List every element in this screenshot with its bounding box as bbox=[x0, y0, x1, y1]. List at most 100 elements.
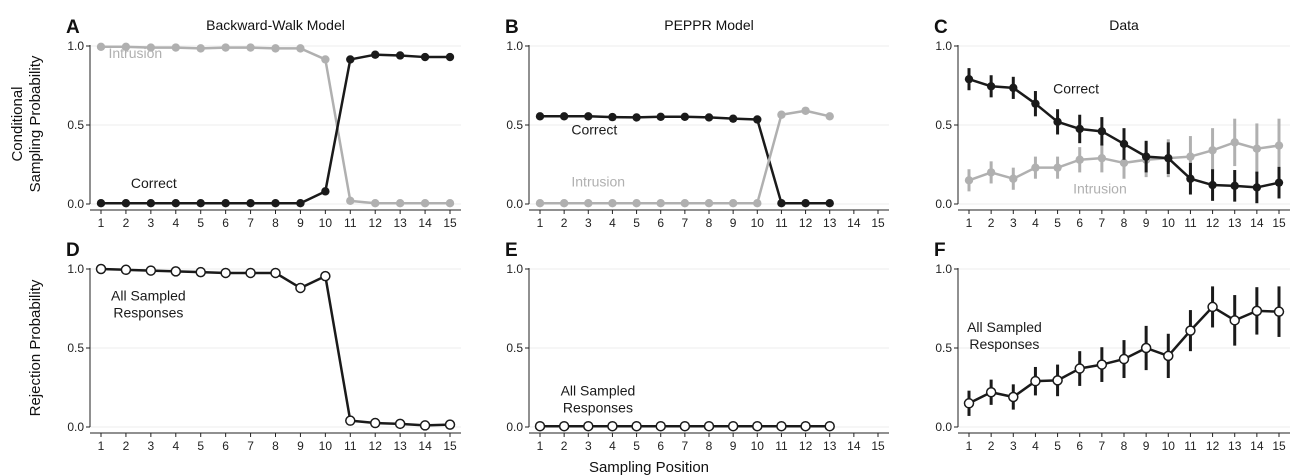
data-point bbox=[296, 199, 305, 208]
x-tick-label: 10 bbox=[751, 216, 765, 230]
x-tick-label: 9 bbox=[730, 439, 737, 453]
x-tick-label: 11 bbox=[775, 439, 788, 453]
data-point bbox=[271, 44, 280, 53]
data-point bbox=[680, 199, 690, 208]
data-point bbox=[1009, 174, 1018, 183]
data-point bbox=[1008, 391, 1019, 403]
x-tick-label: 5 bbox=[633, 216, 640, 230]
x-tick-label: 8 bbox=[706, 439, 713, 453]
x-tick-label: 2 bbox=[988, 216, 995, 230]
x-tick-label: 4 bbox=[609, 216, 616, 230]
annotation-label: Correct bbox=[1053, 80, 1099, 96]
y-tick-label: 0.5 bbox=[935, 118, 952, 132]
data-point bbox=[420, 199, 430, 208]
x-tick-label: 13 bbox=[823, 439, 837, 453]
data-point bbox=[196, 199, 205, 208]
data-point bbox=[656, 199, 665, 208]
y-tick-label: 1.0 bbox=[506, 39, 523, 53]
x-tick-label: 4 bbox=[1032, 439, 1039, 453]
data-point bbox=[1119, 139, 1129, 149]
data-point bbox=[753, 115, 762, 124]
x-tick-label: 8 bbox=[272, 439, 279, 453]
x-tick-label: 14 bbox=[1250, 439, 1264, 453]
annotation-label: All Sampled bbox=[967, 319, 1042, 335]
x-tick-label: 5 bbox=[197, 216, 204, 230]
data-point bbox=[632, 113, 641, 122]
data-point bbox=[395, 51, 405, 60]
data-point bbox=[1208, 146, 1217, 155]
data-point bbox=[777, 199, 786, 208]
x-tick-label: 3 bbox=[1010, 216, 1017, 230]
x-tick-label: 13 bbox=[393, 439, 407, 453]
x-tick-label: 12 bbox=[799, 216, 813, 230]
data-point bbox=[221, 43, 230, 52]
x-tick-label: 15 bbox=[443, 216, 457, 230]
data-point bbox=[121, 42, 131, 51]
data-point bbox=[1163, 350, 1174, 362]
data-point bbox=[371, 199, 380, 208]
data-point bbox=[535, 199, 545, 208]
x-tick-label: 8 bbox=[1121, 439, 1128, 453]
x-tick-label: 13 bbox=[1228, 216, 1242, 230]
x-tick-label: 9 bbox=[1143, 439, 1150, 453]
data-point bbox=[1097, 153, 1107, 163]
data-point bbox=[631, 420, 642, 432]
data-point bbox=[559, 112, 569, 121]
data-point bbox=[146, 43, 156, 52]
data-point bbox=[444, 419, 456, 430]
data-point bbox=[801, 106, 810, 115]
y-tick-label: 0.5 bbox=[506, 341, 523, 355]
series-correct bbox=[535, 112, 834, 208]
x-tick-label: 6 bbox=[222, 439, 229, 453]
data-point bbox=[964, 74, 974, 84]
data-point bbox=[321, 187, 330, 196]
data-point bbox=[824, 420, 835, 432]
x-tick-label: 7 bbox=[247, 216, 254, 230]
x-tick-label: 14 bbox=[1250, 216, 1264, 230]
data-point bbox=[271, 199, 280, 208]
data-point bbox=[369, 417, 381, 429]
data-point bbox=[1252, 183, 1262, 192]
x-tick-label: 10 bbox=[1162, 216, 1176, 230]
data-point bbox=[656, 112, 665, 121]
data-point bbox=[1141, 152, 1151, 161]
panel-b: 0.00.51.01 2 3 4 5 6 7 8 9 10 11 12 13 14 15B PEPPR Mod… bbox=[505, 17, 889, 230]
data-point bbox=[1096, 359, 1108, 370]
data-point bbox=[1252, 144, 1262, 153]
x-tick-label: 6 bbox=[1076, 439, 1083, 453]
x-tick-label: 3 bbox=[148, 216, 155, 230]
x-tick-label: 13 bbox=[1228, 439, 1242, 453]
y-tick-label: 1.0 bbox=[935, 39, 952, 53]
data-point bbox=[800, 420, 811, 432]
data-point bbox=[986, 82, 996, 91]
data-point bbox=[534, 420, 546, 432]
data-point bbox=[320, 270, 331, 282]
data-point bbox=[346, 196, 355, 206]
data-point bbox=[246, 199, 255, 208]
data-point bbox=[559, 199, 569, 208]
data-point bbox=[963, 398, 975, 409]
data-point bbox=[703, 420, 715, 432]
data-point bbox=[1251, 305, 1263, 317]
data-point bbox=[445, 52, 455, 62]
annotation-label: Responses bbox=[113, 305, 183, 321]
x-tick-label: 3 bbox=[148, 439, 155, 453]
x-tick-label: 15 bbox=[871, 216, 885, 230]
x-tick-label: 9 bbox=[730, 216, 737, 230]
data-point bbox=[96, 42, 106, 51]
x-tick-label: 1 bbox=[537, 439, 544, 453]
x-tick-label: 14 bbox=[847, 216, 861, 230]
data-point bbox=[346, 55, 355, 64]
x-tick-label: 2 bbox=[123, 216, 130, 230]
data-point bbox=[120, 264, 132, 276]
y-axis-label-bottom: Rejection Probability bbox=[27, 279, 44, 416]
data-point bbox=[146, 199, 156, 208]
data-point bbox=[1186, 174, 1195, 183]
x-tick-label: 6 bbox=[222, 216, 229, 230]
x-tick-label: 11 bbox=[344, 439, 357, 453]
y-tick-label: 1.0 bbox=[935, 262, 952, 276]
data-point bbox=[1052, 375, 1063, 386]
panel-a: 0.00.51.01 2 3 4 5 6 7 8 9 10 11 12 13 14 15A Backward-… bbox=[66, 17, 461, 230]
